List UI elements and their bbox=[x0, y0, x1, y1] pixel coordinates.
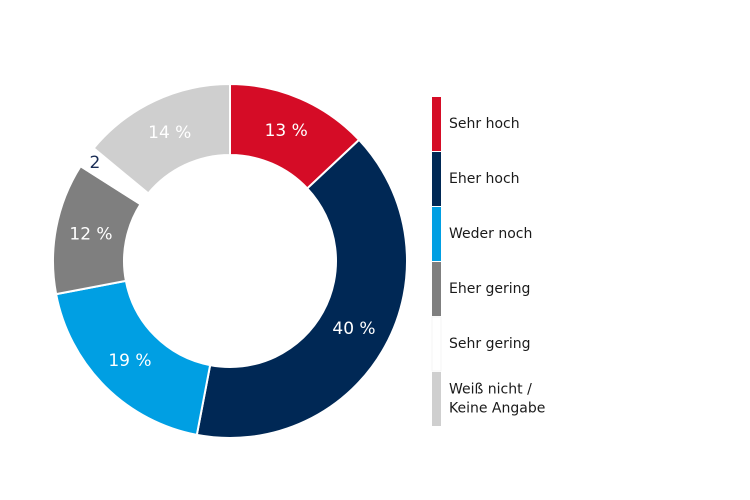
legend-label-weder-noch: Weder noch bbox=[449, 226, 532, 242]
legend-label-eher-gering: Eher gering bbox=[449, 281, 530, 297]
slice-value-eher-gering: 12 % bbox=[69, 224, 112, 244]
slice-value-eher-hoch: 40 % bbox=[332, 319, 375, 339]
legend-swatch-weder-noch bbox=[432, 207, 441, 261]
legend-swatch-weiss-nicht-keine-angabe bbox=[432, 372, 441, 426]
legend-label-sehr-hoch: Sehr hoch bbox=[449, 116, 520, 132]
legend-label-weiss-nicht-keine-angabe-line-2: Keine Angabe bbox=[449, 401, 545, 417]
slice-weder-noch bbox=[54, 279, 212, 437]
donut-slices bbox=[52, 82, 408, 439]
legend-swatch-eher-gering bbox=[432, 262, 441, 316]
slice-value-sehr-gering: 2 bbox=[89, 153, 100, 173]
legend-swatch-eher-hoch bbox=[432, 152, 441, 206]
donut-slice-labels: 13 % 40 % 19 % 12 % 2 14 % bbox=[69, 121, 375, 371]
slice-eher-hoch bbox=[195, 138, 408, 439]
slice-value-weiss-nicht-keine-angabe: 14 % bbox=[148, 123, 191, 143]
slice-value-sehr-hoch: 13 % bbox=[265, 121, 308, 141]
slice-weiss-nicht-keine-angabe bbox=[92, 82, 231, 195]
chart-legend: Sehr hoch Eher hoch Weder noch Eher gering S… bbox=[431, 97, 545, 426]
legend-label-sehr-gering: Sehr gering bbox=[449, 336, 530, 352]
legend-swatch-sehr-hoch bbox=[432, 97, 441, 151]
legend-label-weiss-nicht-keine-angabe-line-1: Weiß nicht / bbox=[449, 382, 532, 398]
legend-label-eher-hoch: Eher hoch bbox=[449, 171, 520, 187]
legend-swatch-sehr-gering bbox=[431, 316, 442, 372]
slice-value-weder-noch: 19 % bbox=[108, 351, 151, 371]
